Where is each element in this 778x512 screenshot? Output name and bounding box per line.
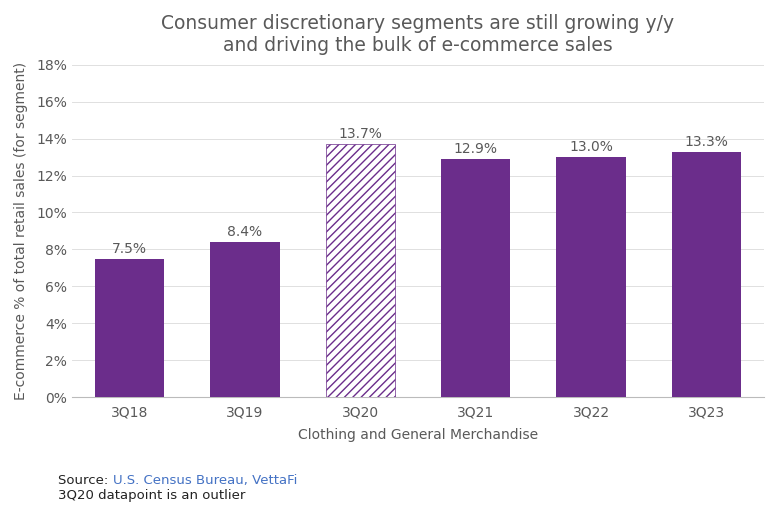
Bar (210, 242, 279, 397)
Text: 13.0%: 13.0% (569, 140, 613, 154)
Y-axis label: E-commerce % of total retail sales (for segment): E-commerce % of total retail sales (for … (14, 62, 28, 400)
Bar (672, 152, 741, 397)
Title: Consumer discretionary segments are still growing y/y
and driving the bulk of e-: Consumer discretionary segments are stil… (162, 14, 675, 55)
Bar (441, 159, 510, 397)
Text: 7.5%: 7.5% (112, 242, 147, 256)
X-axis label: Clothing and General Merchandise: Clothing and General Merchandise (298, 428, 538, 442)
Text: 13.3%: 13.3% (685, 135, 728, 149)
Text: 3Q20 datapoint is an outlier: 3Q20 datapoint is an outlier (58, 489, 246, 502)
Text: U.S. Census Bureau, VettaFi: U.S. Census Bureau, VettaFi (113, 474, 297, 487)
Text: 12.9%: 12.9% (454, 142, 498, 156)
Text: 13.7%: 13.7% (338, 127, 382, 141)
Bar (95, 259, 164, 397)
Text: 8.4%: 8.4% (227, 225, 262, 239)
Bar (326, 144, 395, 397)
Bar (556, 157, 626, 397)
Text: Source:: Source: (58, 474, 113, 487)
